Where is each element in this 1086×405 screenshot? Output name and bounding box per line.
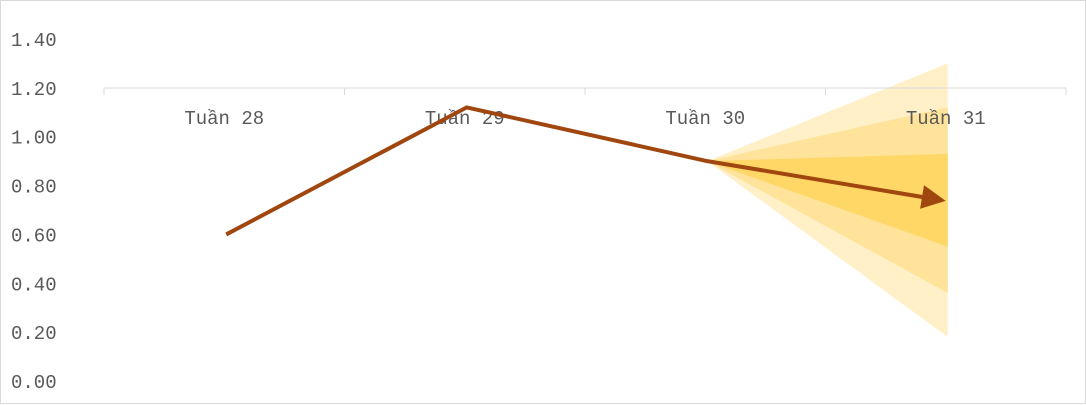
forecast-fan — [707, 63, 948, 337]
y-tick-label: 0.60 — [11, 225, 57, 247]
y-tick-label: 0.80 — [11, 177, 57, 199]
x-tick-label: Tuần 30 — [665, 108, 745, 130]
y-tick-label: 1.00 — [11, 128, 57, 150]
y-tick-label: 0.20 — [11, 323, 57, 345]
x-tick-label: Tuần 31 — [906, 108, 986, 130]
x-tick-label: Tuần 28 — [184, 108, 264, 130]
y-tick-label: 1.40 — [11, 30, 57, 52]
y-tick-label: 1.20 — [11, 79, 57, 101]
y-tick-label: 0.00 — [11, 372, 57, 394]
y-axis-labels: 0.00 0.20 0.40 0.60 0.80 1.00 1.20 1.40 — [11, 30, 57, 394]
y-tick-label: 0.40 — [11, 274, 57, 296]
